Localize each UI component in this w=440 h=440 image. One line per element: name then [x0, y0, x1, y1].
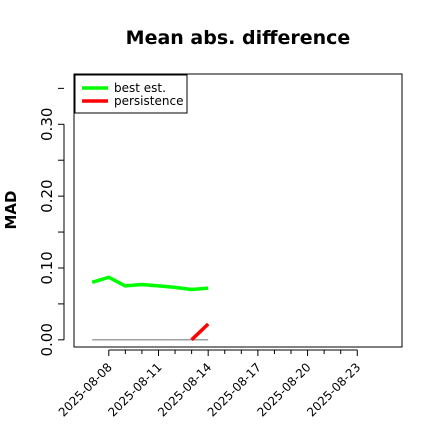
- legend: best est.persistence: [74, 74, 188, 114]
- y-tick-label: 0.30: [38, 108, 56, 141]
- y-axis: 0.00 0.10 0.20 0.30: [38, 87, 65, 357]
- x-tick-label: 2025-08-23: [304, 360, 363, 419]
- y-tick-label: 0.00: [38, 323, 56, 356]
- series-layer: [91, 275, 210, 342]
- chart-title: Mean abs. difference: [126, 27, 351, 49]
- legend-label: best est.: [114, 81, 166, 95]
- series-line-best-est: [91, 275, 209, 292]
- legend-label: persistence: [114, 94, 183, 108]
- legend-box: [74, 74, 188, 114]
- plot-frame: [73, 73, 403, 348]
- y-tick-label: 0.10: [38, 251, 56, 284]
- x-axis: 2025-08-082025-08-112025-08-142025-08-17…: [56, 349, 363, 419]
- y-tick-label: 0.20: [38, 179, 56, 212]
- y-axis-label: MAD: [2, 191, 20, 230]
- series-line-persistence: [190, 322, 210, 342]
